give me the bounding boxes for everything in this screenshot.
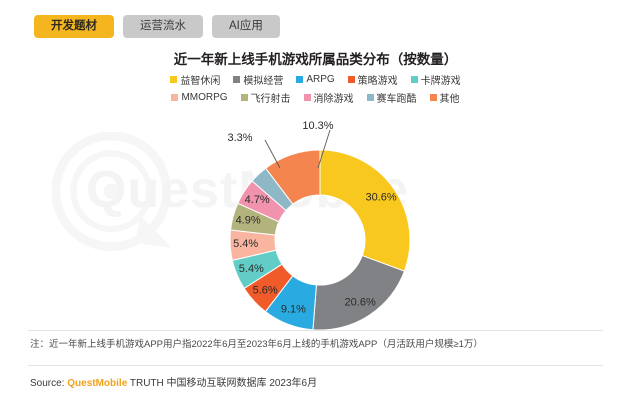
legend-swatch-icon bbox=[429, 94, 437, 101]
legend-swatch-icon bbox=[170, 76, 178, 83]
divider-bottom bbox=[28, 365, 603, 366]
legend-swatch-icon bbox=[366, 94, 374, 101]
leader-line bbox=[264, 139, 281, 169]
chart-note: 注：近一年新上线手机游戏APP用户指2022年6月至2023年6月上线的手机游戏… bbox=[30, 339, 483, 350]
legend-swatch-icon bbox=[296, 76, 304, 83]
tab-ai-application[interactable]: AI应用 bbox=[212, 15, 280, 38]
donut-leader-lines bbox=[264, 129, 331, 169]
donut-slice-label: 9.1% bbox=[281, 304, 306, 316]
chart-legend: 益智休闲 模拟经营 ARPG 策略游戏 卡牌游戏 MMORPG bbox=[0, 72, 631, 108]
donut-slice-label: 5.6% bbox=[253, 284, 278, 296]
legend-item-card[interactable]: 卡牌游戏 bbox=[410, 72, 461, 87]
legend-item-puzzle-casual[interactable]: 益智休闲 bbox=[170, 72, 220, 87]
donut-slice-label: 4.7% bbox=[245, 194, 270, 206]
donut-slice-label: 5.4% bbox=[239, 263, 264, 275]
tab-operation-revenue[interactable]: 运营流水 bbox=[123, 15, 203, 38]
donut-slices bbox=[229, 149, 411, 331]
donut-slice[interactable] bbox=[264, 149, 321, 205]
legend-swatch-icon bbox=[410, 76, 418, 83]
legend-label: 策略游戏 bbox=[357, 76, 398, 87]
donut-slice-label: 20.6% bbox=[345, 297, 376, 309]
donut-slice[interactable] bbox=[319, 149, 411, 272]
legend-label: 飞行射击 bbox=[250, 94, 291, 105]
donut-slice[interactable] bbox=[312, 254, 406, 331]
donut-slice-label: 5.4% bbox=[233, 238, 258, 250]
legend-item-racing[interactable]: 赛车跑酷 bbox=[366, 90, 417, 105]
legend-label: 其他 bbox=[439, 94, 460, 105]
legend-item-strategy[interactable]: 策略游戏 bbox=[347, 72, 398, 87]
legend-label: 赛车跑酷 bbox=[376, 94, 417, 105]
legend-swatch-icon bbox=[347, 76, 355, 83]
legend-item-arpg[interactable]: ARPG bbox=[296, 74, 335, 85]
legend-label: 益智休闲 bbox=[180, 76, 221, 87]
donut-chart-svg: 30.6% 20.6% 9.1%5.6% 5.4% 5.4% 4.9% 4.7% 3.3% 10… bbox=[227, 120, 411, 331]
legend-label: 模拟经营 bbox=[243, 76, 284, 87]
legend-item-shooting[interactable]: 飞行射击 bbox=[240, 90, 291, 105]
legend-swatch-icon bbox=[233, 76, 241, 83]
divider-top bbox=[28, 330, 603, 331]
donut-slice-label: 3.3% bbox=[227, 132, 252, 144]
source-line: Source: QuestMobile TRUTH 中国移动互联网数据库 202… bbox=[30, 374, 317, 389]
legend-item-other[interactable]: 其他 bbox=[429, 90, 460, 105]
legend-swatch-icon bbox=[240, 94, 248, 101]
legend-row-1: 益智休闲 模拟经营 ARPG 策略游戏 卡牌游戏 bbox=[0, 72, 631, 87]
donut-slice-labels: 30.6% 20.6% 9.1%5.6% 5.4% 5.4% 4.9% 4.7% 3.3% 10… bbox=[227, 120, 396, 316]
source-brand: QuestMobile bbox=[67, 378, 128, 389]
legend-item-mmorpg[interactable]: MMORPG bbox=[171, 92, 228, 103]
legend-label: 卡牌游戏 bbox=[420, 76, 461, 87]
legend-item-simulation[interactable]: 模拟经营 bbox=[233, 72, 283, 87]
source-prefix: Source: bbox=[30, 378, 65, 389]
tab-development-theme[interactable]: 开发题材 bbox=[34, 15, 114, 38]
leader-line bbox=[317, 129, 331, 169]
donut-chart: 30.6% 20.6% 9.1% 5.6% 5.4% 5.4% 4.9% 4.7% 3.3% 10… bbox=[0, 108, 631, 333]
legend-item-match-elimination[interactable]: 消除游戏 bbox=[303, 90, 354, 105]
legend-row-2: MMORPG 飞行射击 消除游戏 赛车跑酷 其他 bbox=[0, 90, 631, 105]
source-rest: TRUTH 中国移动互联网数据库 2023年6月 bbox=[129, 378, 318, 389]
legend-label: 消除游戏 bbox=[313, 94, 354, 105]
donut-slice-label: 4.9% bbox=[236, 214, 261, 226]
donut-slice-label: 10.3% bbox=[302, 120, 333, 132]
chart-title: 近一年新上线手机游戏所属品类分布（按数量） bbox=[173, 52, 458, 67]
tab-bar: 开发题材 运营流水 AI应用 bbox=[34, 15, 280, 38]
legend-label: ARPG bbox=[306, 74, 335, 85]
legend-swatch-icon bbox=[171, 94, 179, 101]
donut-slice-label: 30.6% bbox=[366, 191, 397, 203]
legend-swatch-icon bbox=[303, 94, 311, 101]
legend-label: MMORPG bbox=[181, 92, 228, 103]
